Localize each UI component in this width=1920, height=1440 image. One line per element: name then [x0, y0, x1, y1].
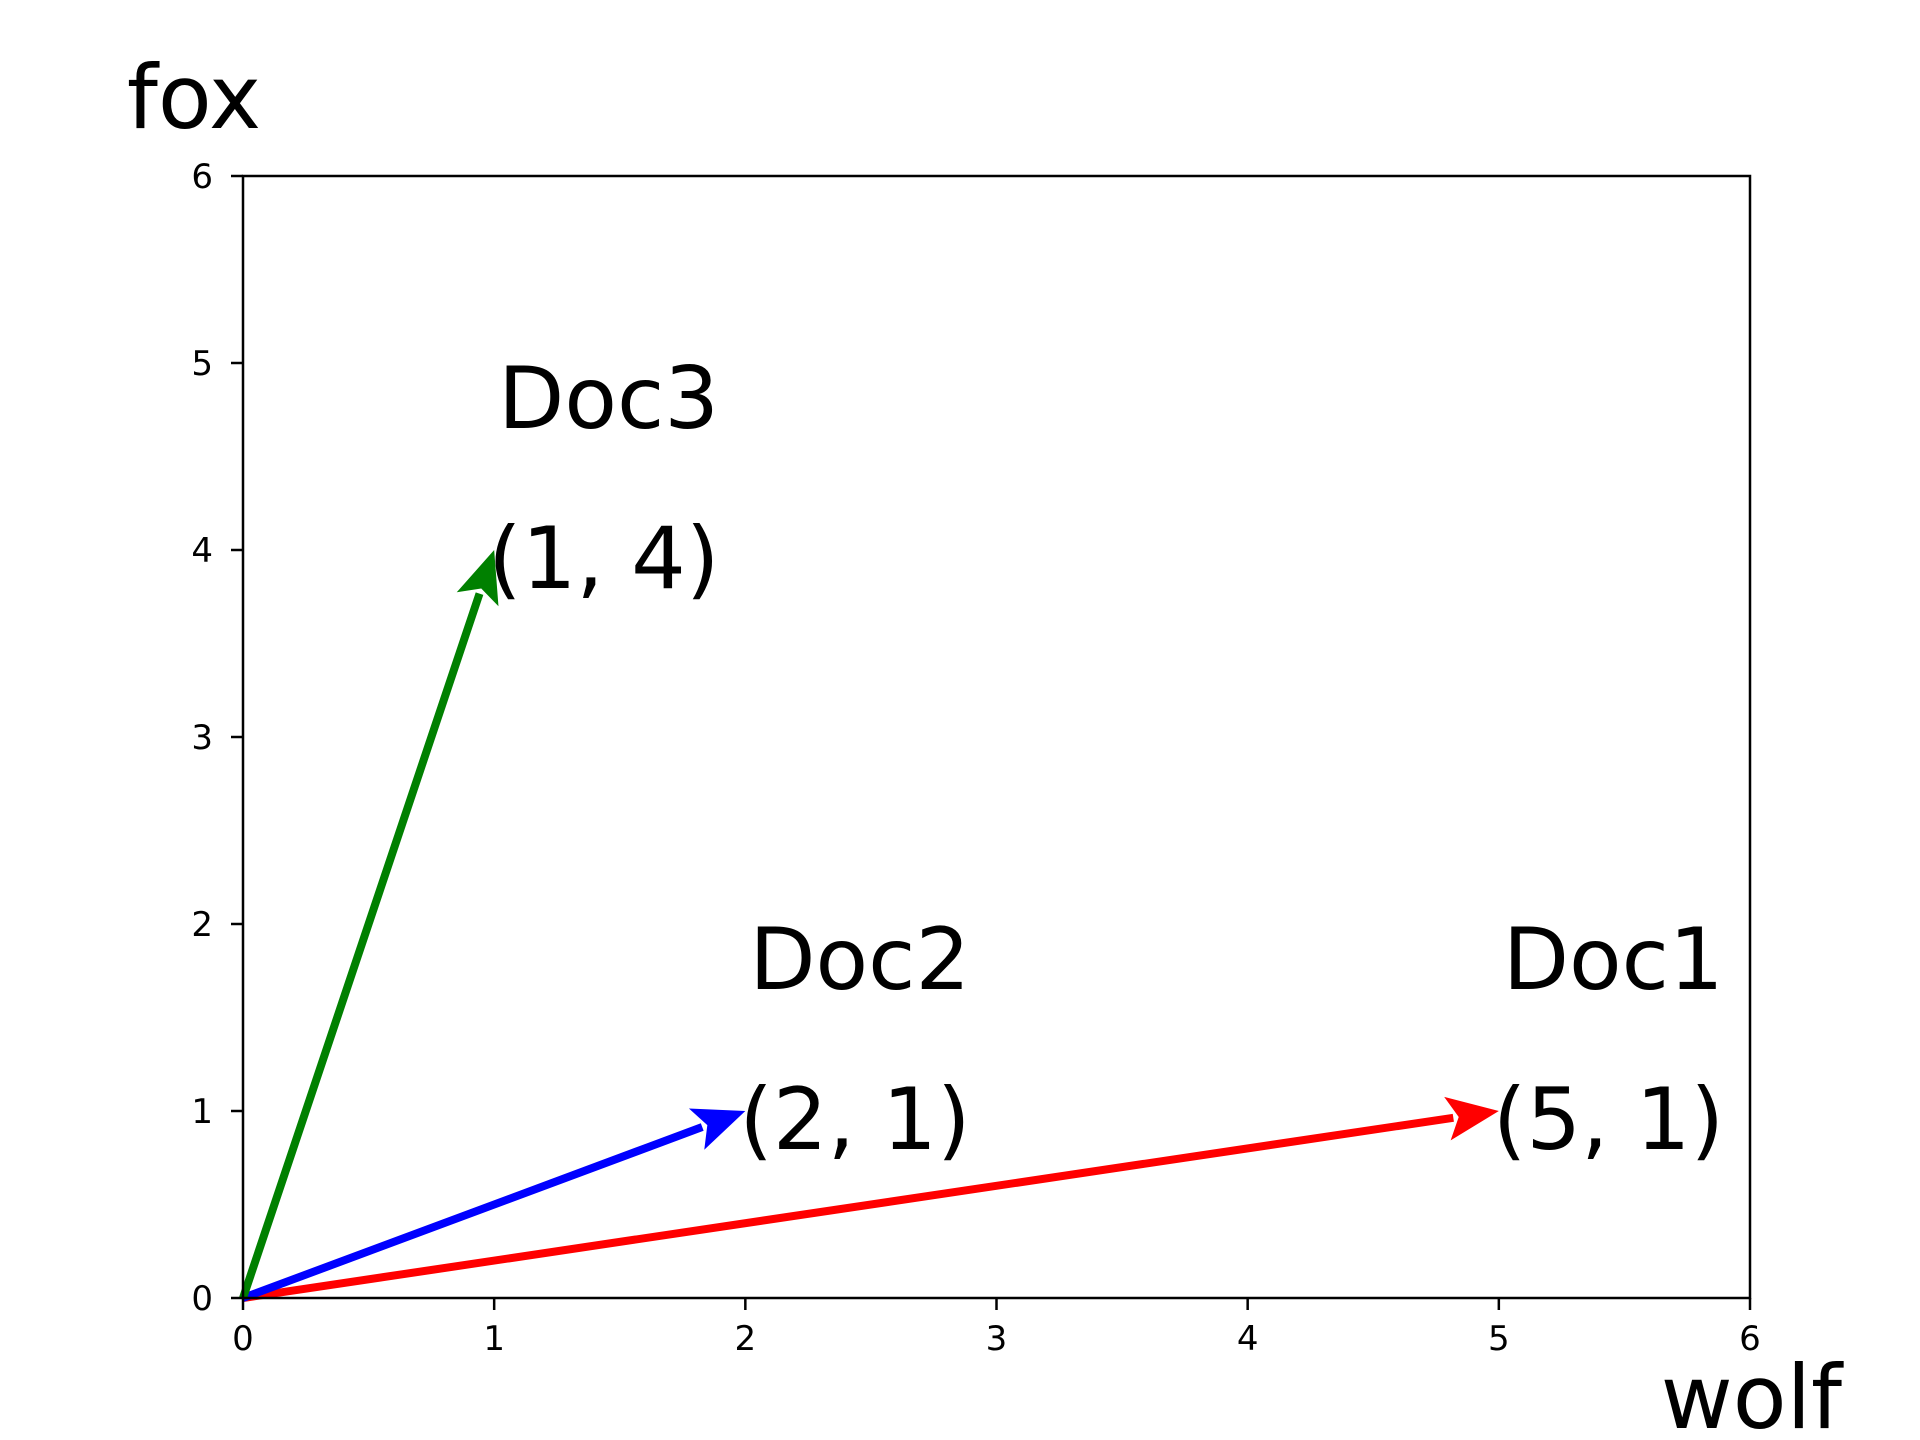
vector-labels: Doc1 (5, 1) Doc2 (2, 1) Doc3 (1, 4) [488, 349, 1724, 1170]
vector-doc1 [242, 1096, 1499, 1302]
vector-doc2 [241, 1108, 746, 1302]
y-tick-label: 6 [191, 157, 213, 197]
y-tick-label: 0 [191, 1279, 213, 1319]
y-tick-label: 2 [191, 905, 213, 945]
y-tick-label: 4 [191, 531, 213, 571]
vector-doc1-shaft [242, 1113, 1454, 1302]
y-tick-label: 5 [191, 344, 213, 384]
vector-doc1-name-label: Doc1 [1503, 910, 1724, 1010]
vector-doc3-name-label: Doc3 [498, 349, 719, 449]
y-axis-label: fox [127, 46, 261, 149]
vector-doc3-arrowhead [456, 550, 499, 607]
x-tick-label: 5 [1488, 1319, 1510, 1359]
x-tick-label: 6 [1739, 1319, 1761, 1359]
y-axis-ticks: 0 1 2 3 4 5 6 [191, 157, 243, 1319]
vector-doc2-name-label: Doc2 [749, 910, 970, 1010]
x-tick-label: 0 [232, 1319, 254, 1359]
vector-doc3-coord-label: (1, 4) [488, 509, 719, 609]
y-tick-label: 3 [191, 718, 213, 758]
y-tick-label: 1 [191, 1092, 213, 1132]
vector-doc2-coord-label: (2, 1) [739, 1070, 970, 1170]
vector-doc1-arrowhead [1444, 1096, 1499, 1141]
vectors-layer [239, 550, 1499, 1302]
x-axis-label: wolf [1661, 1346, 1844, 1440]
vector-doc2-arrowhead [688, 1108, 746, 1150]
vector-doc1-coord-label: (5, 1) [1493, 1070, 1724, 1170]
x-tick-label: 2 [735, 1319, 757, 1359]
x-tick-label: 4 [1237, 1319, 1259, 1359]
vector-doc3 [239, 550, 499, 1300]
x-axis-ticks: 0 1 2 3 4 5 6 [232, 1298, 1761, 1359]
vector-doc2-shaft [241, 1123, 704, 1302]
x-tick-label: 1 [483, 1319, 505, 1359]
vector-doc3-shaft [239, 592, 484, 1300]
x-tick-label: 3 [986, 1319, 1008, 1359]
